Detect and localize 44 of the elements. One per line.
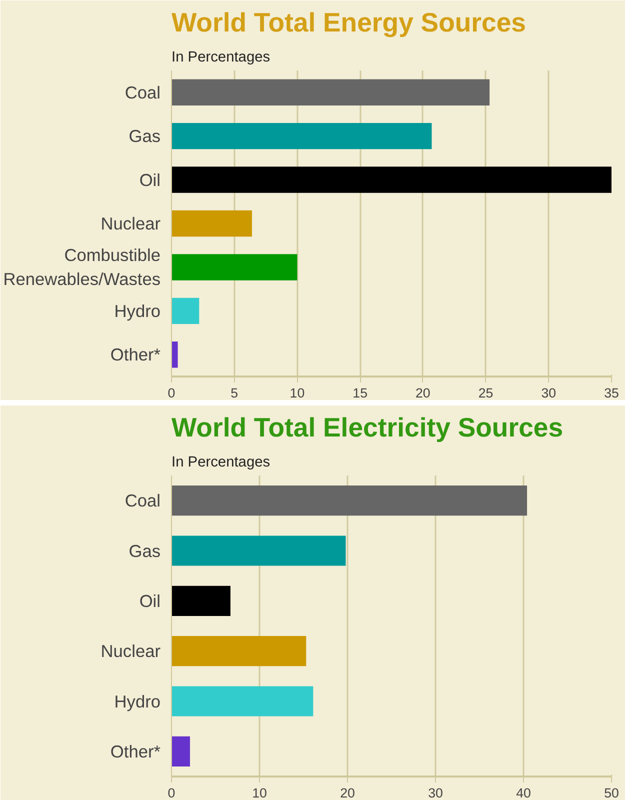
y-tick-label: Other* — [110, 344, 161, 365]
x-tick-label: 30 — [541, 386, 556, 400]
y-tick-label: Oil — [139, 590, 161, 611]
y-tick-label: Oil — [139, 170, 161, 190]
x-tick-label: 50 — [604, 786, 619, 800]
chart-title: World Total Energy Sources — [172, 8, 526, 38]
x-tick-label: 15 — [352, 386, 368, 400]
y-tick-label: Hydro — [114, 691, 161, 712]
y-tick-label: Combustible Renewables/Wastes — [3, 245, 161, 290]
x-tick-label: 35 — [604, 386, 619, 400]
y-tick-label: Nuclear — [100, 641, 161, 662]
chart-subtitle: In Percentages — [172, 454, 270, 470]
bar — [172, 586, 230, 616]
x-tick-label: 20 — [416, 386, 430, 400]
bar — [172, 79, 490, 106]
bar — [172, 536, 346, 566]
bar — [172, 166, 612, 193]
y-tick-label: Gas — [128, 540, 161, 561]
y-tick-label: Gas — [128, 126, 161, 146]
bar — [172, 486, 528, 516]
bar — [172, 636, 306, 666]
bar — [172, 122, 432, 150]
bar — [172, 298, 200, 324]
bar — [172, 342, 178, 368]
chart-title: World Total Electricity Sources — [172, 412, 564, 442]
bar — [172, 736, 190, 766]
y-tick-label: Coal — [124, 82, 161, 102]
y-tick-label: Nuclear — [100, 214, 161, 234]
x-tick-label: 40 — [516, 786, 531, 800]
x-tick-label: 25 — [478, 386, 494, 400]
x-tick-label: 5 — [230, 386, 238, 400]
x-tick-label: 0 — [168, 786, 176, 800]
x-tick-label: 20 — [340, 786, 355, 800]
y-tick-label: Coal — [124, 490, 161, 511]
x-tick-label: 10 — [252, 786, 267, 800]
bar — [172, 686, 314, 716]
y-tick-label: Hydro — [114, 300, 161, 321]
bar — [172, 254, 298, 280]
x-tick-label: 0 — [168, 386, 176, 400]
chart-subtitle: In Percentages — [172, 50, 270, 66]
bar — [172, 210, 252, 237]
x-tick-label: 30 — [428, 786, 443, 800]
x-tick-label: 10 — [290, 386, 305, 400]
y-tick-label: Other* — [110, 741, 161, 762]
